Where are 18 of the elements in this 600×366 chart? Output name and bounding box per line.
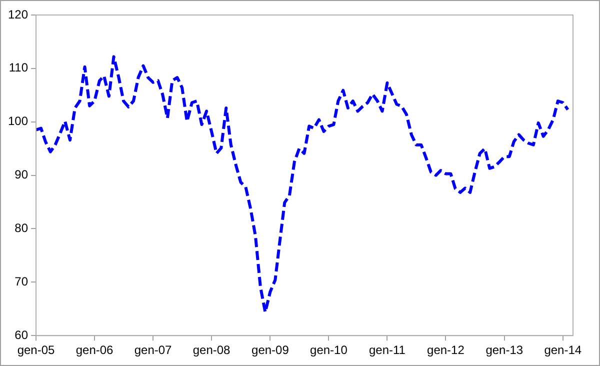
x-tick-label: gen-05 [17,343,56,358]
x-tick-label: gen-11 [368,343,406,358]
y-tick-label: 100 [8,114,28,128]
x-tick-label: gen-08 [192,343,231,358]
x-tick-label: gen-12 [427,343,465,358]
y-tick-label: 120 [8,7,28,22]
x-tick-label: gen-07 [134,343,172,358]
x-tick-label: gen-09 [252,343,290,358]
y-tick-label: 90 [14,168,28,182]
line-series [36,55,570,314]
y-tick-label: 110 [8,60,28,75]
y-tick-label: 70 [14,274,28,288]
y-tick-label: 60 [14,328,28,342]
x-tick-label: gen-06 [76,343,114,358]
y-tick-label: 80 [14,221,28,236]
x-tick-label: gen-13 [486,343,524,358]
x-tick-label: gen-10 [310,343,348,358]
x-tick-label: gen-14 [544,343,582,358]
